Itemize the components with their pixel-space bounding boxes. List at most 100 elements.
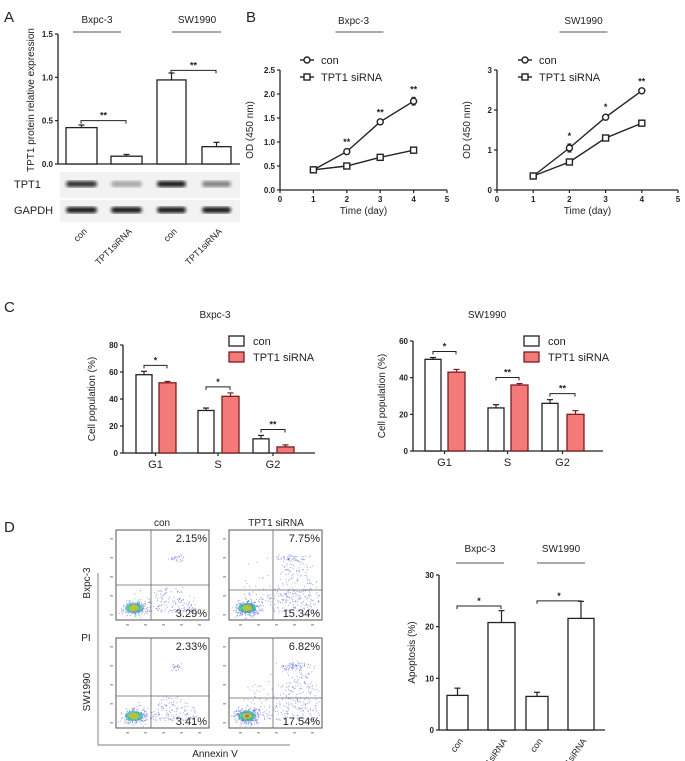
flow-event bbox=[137, 706, 139, 708]
flow-event bbox=[278, 559, 280, 561]
flow-event bbox=[246, 600, 248, 602]
flow-event bbox=[318, 714, 320, 716]
flow-event bbox=[173, 609, 175, 611]
quadrant-upper-right-percent: 6.82% bbox=[289, 641, 320, 653]
flow-event bbox=[193, 597, 195, 599]
flow-event bbox=[255, 599, 257, 601]
flow-event bbox=[298, 706, 300, 708]
flow-event bbox=[255, 611, 257, 613]
flow-event bbox=[295, 681, 297, 683]
flow-event bbox=[132, 707, 134, 709]
flow-event bbox=[284, 718, 286, 720]
flow-event bbox=[292, 713, 294, 715]
flow-event bbox=[257, 712, 259, 714]
flow-event bbox=[249, 722, 251, 724]
flow-event bbox=[244, 613, 246, 615]
flow-event bbox=[258, 710, 260, 712]
flow-event bbox=[161, 709, 163, 711]
flow-event bbox=[297, 663, 299, 665]
flow-event bbox=[290, 577, 292, 579]
flow-event bbox=[308, 578, 310, 580]
flow-event bbox=[180, 600, 182, 602]
flow-event bbox=[283, 710, 285, 712]
flow-event bbox=[135, 612, 137, 614]
flow-event bbox=[287, 596, 289, 598]
flow-event bbox=[178, 600, 180, 602]
flow-event bbox=[287, 704, 289, 706]
flow-event bbox=[289, 554, 291, 556]
y-tick-label: 30 bbox=[425, 571, 434, 580]
flow-event bbox=[132, 709, 134, 711]
flow-event bbox=[191, 709, 193, 711]
flow-event bbox=[255, 708, 257, 710]
flow-event bbox=[296, 559, 298, 561]
flow-event bbox=[143, 721, 145, 723]
flow-event bbox=[314, 717, 316, 719]
flow-event bbox=[165, 608, 167, 610]
flow-event bbox=[242, 611, 244, 613]
flow-event bbox=[189, 608, 191, 610]
flow-event bbox=[268, 718, 270, 720]
row-label-sw1990: SW1990 bbox=[82, 672, 93, 711]
tpt1-band bbox=[157, 181, 186, 187]
flow-event bbox=[302, 563, 304, 565]
legend-swatch-con bbox=[228, 335, 245, 347]
series-line-sirna bbox=[313, 149, 414, 171]
flow-event bbox=[234, 714, 236, 716]
flow-event bbox=[255, 612, 257, 614]
flow-event bbox=[248, 613, 250, 615]
flow-event bbox=[138, 614, 140, 616]
flow-event bbox=[252, 611, 254, 613]
flow-event bbox=[167, 601, 169, 603]
flow-event bbox=[233, 715, 235, 717]
y-tick-label: 10 bbox=[425, 674, 434, 683]
flow-event bbox=[317, 712, 319, 714]
significance-mark: ** bbox=[269, 419, 277, 429]
flow-event bbox=[294, 559, 296, 561]
flow-event bbox=[252, 686, 254, 688]
flow-event bbox=[129, 602, 131, 604]
flow-event bbox=[172, 611, 174, 613]
significance-bracket bbox=[495, 377, 520, 381]
flow-event bbox=[158, 605, 160, 607]
flow-event bbox=[255, 718, 257, 720]
flow-event bbox=[173, 557, 175, 559]
y-tick-label: 1 bbox=[488, 146, 493, 155]
flow-event bbox=[292, 558, 294, 560]
flow-event bbox=[130, 721, 132, 723]
flow-event bbox=[259, 610, 261, 612]
flow-event bbox=[300, 574, 302, 576]
flow-event bbox=[304, 665, 306, 667]
flow-event bbox=[124, 720, 126, 722]
flow-event bbox=[297, 580, 299, 582]
flow-event bbox=[257, 606, 259, 608]
flow-event bbox=[294, 555, 296, 557]
x-axis-label-annexin: Annexin V bbox=[192, 749, 238, 760]
flow-event bbox=[257, 611, 259, 613]
flow-event bbox=[194, 604, 196, 606]
flow-event bbox=[280, 694, 282, 696]
x-tick-label: 3 bbox=[603, 195, 608, 204]
flow-event bbox=[259, 610, 261, 612]
flow-event bbox=[158, 608, 160, 610]
y-axis-label: Cell population (%) bbox=[87, 357, 98, 442]
flow-event bbox=[243, 722, 245, 724]
flow-event bbox=[260, 609, 262, 611]
flow-event bbox=[180, 560, 182, 562]
flow-event bbox=[172, 718, 174, 720]
flow-event bbox=[297, 680, 299, 682]
flow-event bbox=[258, 717, 260, 719]
flow-event bbox=[145, 612, 147, 614]
x-tick-label-mark bbox=[162, 624, 165, 626]
flow-event bbox=[141, 709, 143, 711]
significance-mark: * bbox=[443, 342, 447, 352]
x-category-label: TPT1siRNA bbox=[553, 736, 588, 761]
quadrant-upper-right-percent: 7.75% bbox=[289, 533, 320, 545]
flow-event bbox=[165, 588, 167, 590]
flow-event bbox=[254, 711, 256, 713]
flow-event bbox=[277, 684, 279, 686]
flow-event bbox=[298, 571, 300, 573]
flow-event bbox=[278, 557, 280, 559]
flow-event bbox=[291, 574, 293, 576]
flow-event bbox=[258, 715, 260, 717]
